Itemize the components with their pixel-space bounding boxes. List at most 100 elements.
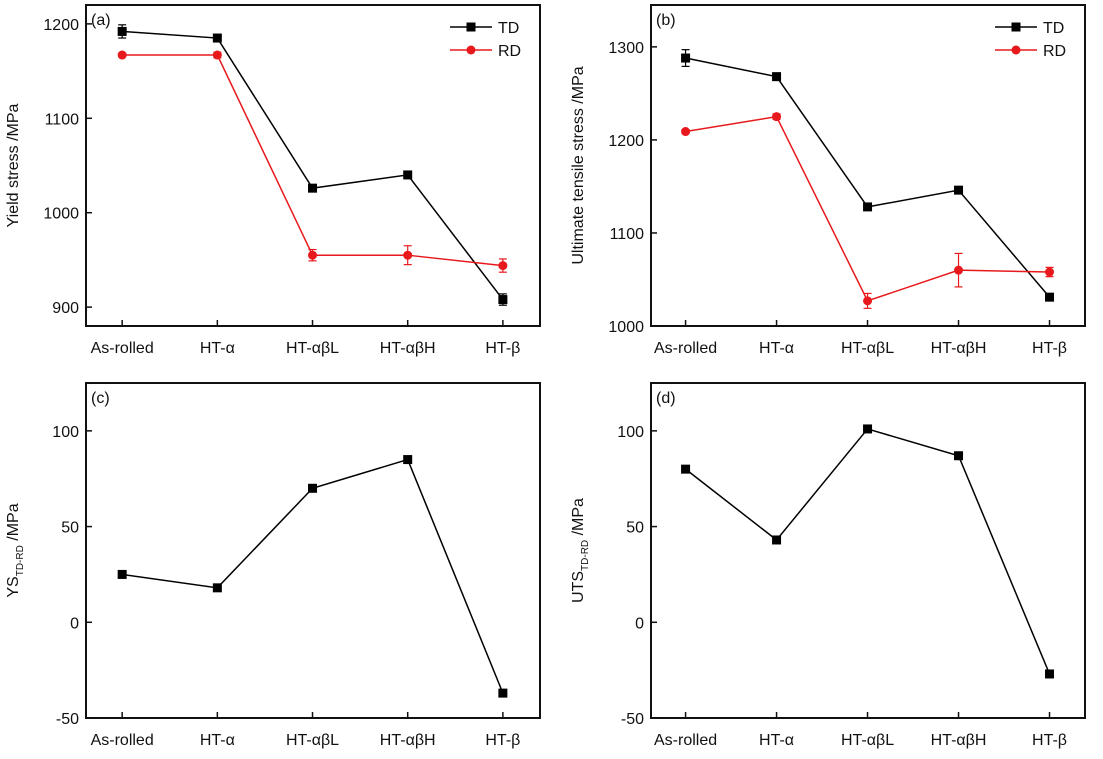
x-tick-label: As-rolled [654,340,717,357]
data-point [117,26,127,36]
panel-label: (b) [656,12,676,29]
series-td [117,24,508,306]
data-point [403,250,413,260]
y-tick-label: 1100 [610,226,645,243]
y-axis-label-main: Yield stress /MPa [5,103,22,227]
x-tick-label: HT-αβL [841,732,894,749]
data-point [954,185,964,195]
data-point [308,250,318,260]
data-point [403,455,413,465]
x-tick-label: HT-αβH [380,340,436,357]
x-tick-label: HT-αβL [286,340,339,357]
y-tick-label: 1000 [608,319,644,336]
x-tick-label: HT-α [200,340,235,357]
x-tick-label: HT-β [485,732,520,749]
legend-marker [466,22,476,32]
data-point [772,112,782,122]
legend-marker [1011,22,1021,32]
series-td [681,49,1055,302]
x-tick-label: HT-αβH [931,340,987,357]
plot-frame [650,4,1086,327]
y-axis-label-unit: /MPa [570,498,587,540]
y-axis-label: Yield stress /MPa [5,103,22,227]
data-point [212,583,222,593]
legend: TD RD [995,20,1066,60]
panel-a: 900 1000 1100 1200 As-rolled HT-α HT-αβL HT-αβH… [5,4,541,357]
data-point [863,202,873,212]
plot-frame [85,382,541,719]
data-point [308,483,318,493]
data-point [212,33,222,43]
legend-marker [1011,45,1021,55]
series-line [122,458,504,694]
data-point [1045,669,1055,679]
y-tick-label: -50 [56,711,79,728]
panel-b: 1000 1100 1200 1300 As-rolled HT-α HT-αβL HT-αβ… [570,4,1086,357]
y-tick-label: 1200 [608,133,644,150]
y-axis-label: UTSTD-RD /MPa [570,498,591,603]
data-point [498,688,508,698]
x-tick-label: HT-β [1032,340,1067,357]
data-point [308,183,318,193]
data-point [117,569,127,579]
data-point [772,72,782,82]
x-tick-label: As-rolled [654,732,717,749]
y-axis-label-subscript: TD-RD [580,540,591,571]
panel-d: -50 0 50 100 As-rolled HT-α HT-αβL HT-αβH HT-β (d… [570,382,1086,749]
legend-label: TD [1043,20,1064,37]
x-tick-label: HT-β [1032,732,1067,749]
panel-label: (a) [91,12,111,29]
legend-label: RD [498,43,521,60]
y-axis-label-main: YS [5,576,22,597]
y-tick-label: 50 [626,520,644,537]
y-tick-label: -50 [621,711,644,728]
y-tick-label: 1200 [43,17,79,34]
y-axis-label: YSTD-RD /MPa [5,503,26,597]
series-0 [117,455,508,698]
y-tick-label: 50 [61,520,79,537]
y-tick-label: 1100 [45,111,80,128]
data-point [117,50,127,60]
data-point [954,451,964,461]
legend-label: TD [498,20,519,37]
x-tick-label: HT-α [759,340,794,357]
x-tick-label: HT-α [200,732,235,749]
panel-c: -50 0 50 100 As-rolled HT-α HT-αβL HT-αβH HT-β (c… [5,382,541,749]
series-line [122,54,503,267]
data-point [498,261,508,271]
series-rd [117,50,508,273]
legend: TD RD [450,20,521,60]
legend-label: RD [1043,43,1066,60]
data-point [681,127,691,137]
y-axis-label-subscript: TD-RD [15,545,26,576]
data-point [212,50,222,60]
y-axis-label-unit: /MPa [5,503,22,545]
y-axis-label-main: UTS [570,571,587,603]
y-tick-label: 1000 [43,206,79,223]
x-tick-label: HT-αβH [931,732,987,749]
series-line [685,428,1051,675]
data-point [403,170,413,180]
series-line [685,57,1051,298]
y-tick-label: 0 [70,615,79,632]
x-tick-label: HT-αβL [841,340,894,357]
series-0 [681,424,1055,679]
x-tick-label: HT-β [485,340,520,357]
data-point [681,53,691,63]
data-point [1045,267,1055,277]
data-point [772,535,782,545]
y-tick-label: 100 [617,424,644,441]
data-point [681,464,691,474]
data-point [1045,292,1055,302]
x-tick-label: HT-αβL [286,732,339,749]
y-tick-label: 100 [52,424,79,441]
data-point [498,295,508,305]
data-point [863,424,873,434]
y-axis-label: Ultimate tensile stress /MPa [570,66,587,264]
data-point [954,265,964,275]
panel-label: (c) [91,390,110,407]
panel-label: (d) [656,390,676,407]
y-tick-label: 0 [635,615,644,632]
y-axis-label-main: Ultimate tensile stress /MPa [570,66,587,264]
